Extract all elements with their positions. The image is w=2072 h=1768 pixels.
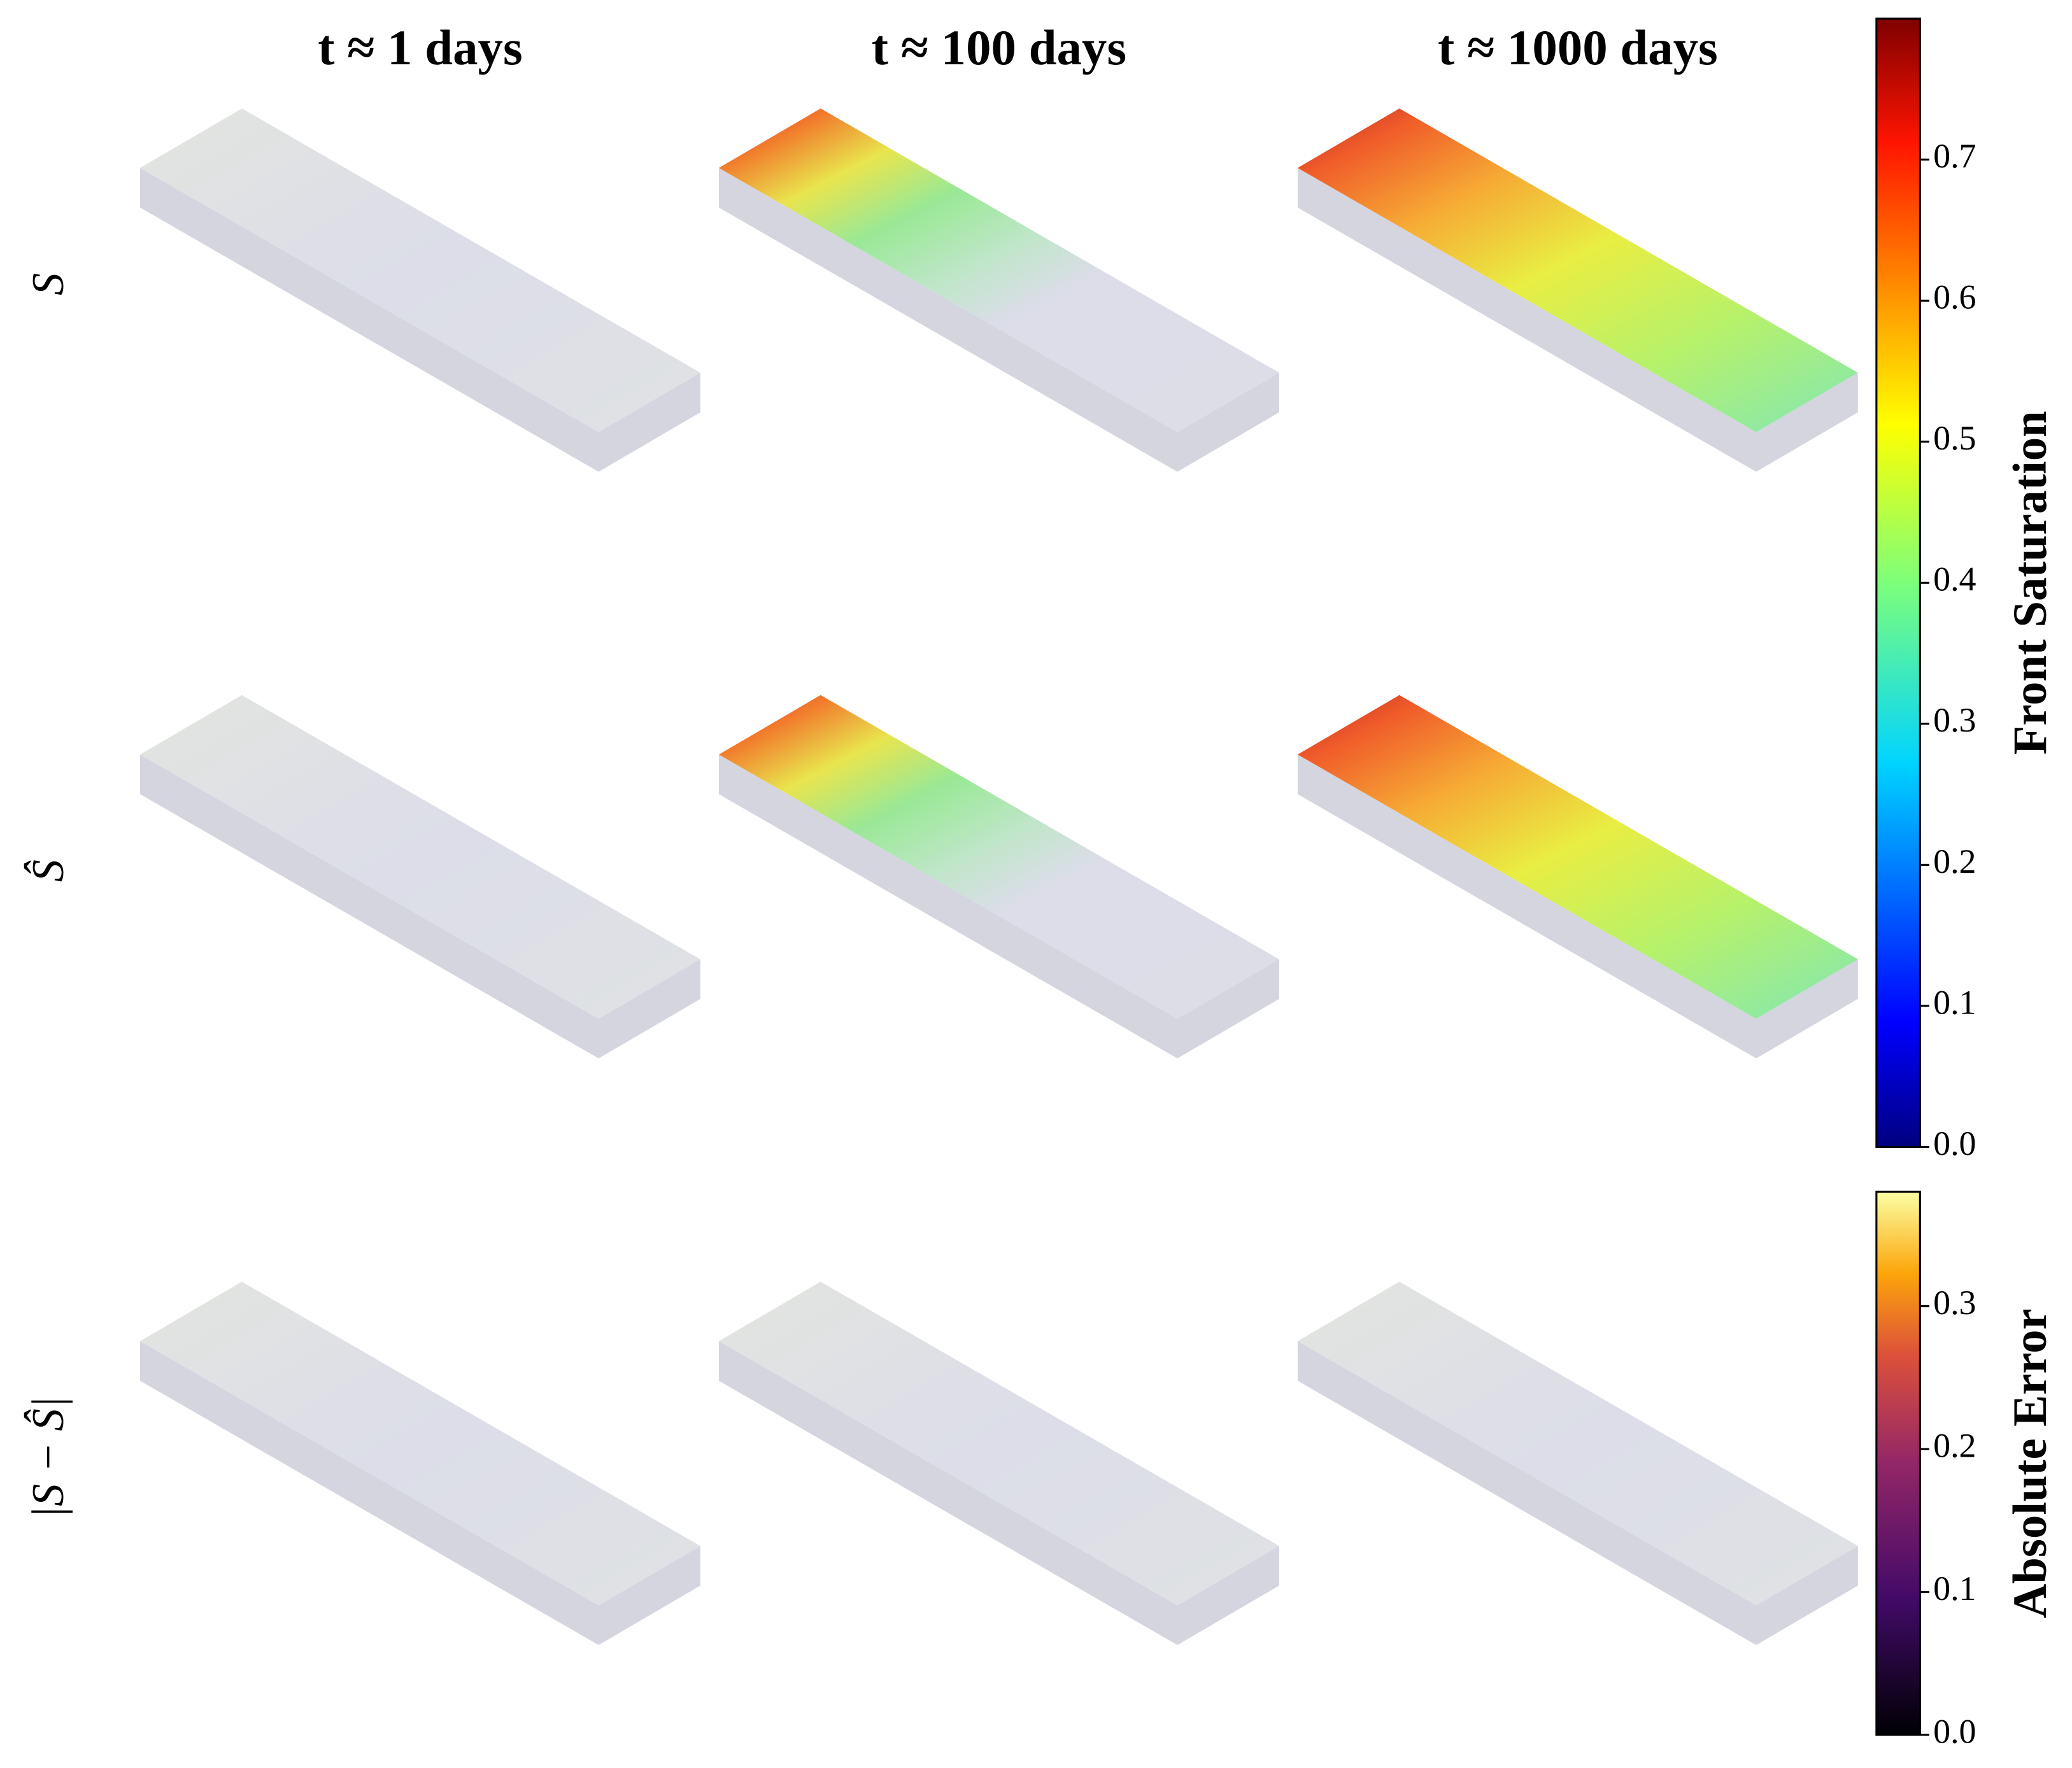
slab-panel bbox=[718, 1282, 1279, 1645]
slab-panel bbox=[139, 108, 700, 472]
colorbar-label: Front Saturation bbox=[2004, 411, 2057, 754]
slab-top bbox=[1297, 695, 1858, 1019]
slab-front bbox=[139, 1341, 700, 1645]
slab-panel bbox=[718, 695, 1279, 1059]
tick-label: 0.1 bbox=[1933, 1569, 1976, 1608]
row-label: S bbox=[24, 273, 73, 295]
slab-panel bbox=[139, 695, 700, 1059]
colorbar-absolute-error bbox=[1875, 1191, 1921, 1736]
row-label: Ŝ bbox=[24, 859, 73, 882]
slab-panel bbox=[139, 1282, 700, 1645]
slab-front bbox=[1297, 754, 1858, 1059]
tick-label: 0.1 bbox=[1933, 983, 1976, 1021]
slab-front bbox=[718, 167, 1279, 472]
slab-front bbox=[718, 1341, 1279, 1645]
slab-top bbox=[139, 108, 700, 432]
tick-label: 0.3 bbox=[1933, 701, 1976, 739]
slab-top bbox=[718, 695, 1279, 1019]
slab-panel bbox=[1297, 695, 1858, 1059]
slab-top bbox=[1297, 1282, 1858, 1606]
slab-panel bbox=[1297, 1282, 1858, 1645]
slab-top bbox=[1297, 108, 1858, 432]
tick-label: 0.2 bbox=[1933, 1426, 1976, 1464]
slab-front bbox=[139, 754, 700, 1059]
slab-top bbox=[139, 1282, 700, 1606]
slab-front bbox=[1297, 1341, 1858, 1645]
colorbar-front-saturation bbox=[1875, 17, 1921, 1149]
tick-label: 0.5 bbox=[1933, 419, 1976, 457]
tick-label: 0.2 bbox=[1933, 842, 1976, 880]
tick-label: 0.0 bbox=[1933, 1712, 1976, 1750]
colorbar-label: Absolute Error bbox=[2004, 1308, 2057, 1618]
column-title: t ≈ 100 days bbox=[872, 20, 1126, 76]
slab-panel bbox=[718, 108, 1279, 472]
tick-label: 0.3 bbox=[1933, 1284, 1976, 1322]
labels: t ≈ 1 days t ≈ 100 days t ≈ 1000 days S Ŝ |S … bbox=[24, 20, 2057, 1750]
tick-label: 0.7 bbox=[1933, 137, 1976, 175]
tick-label: 0.4 bbox=[1933, 560, 1976, 598]
slab-panel bbox=[1297, 108, 1858, 472]
slab-front bbox=[718, 754, 1279, 1059]
slab-front bbox=[139, 167, 700, 472]
slab-front bbox=[1297, 167, 1858, 472]
slab-top bbox=[139, 695, 700, 1019]
column-title: t ≈ 1000 days bbox=[1438, 20, 1718, 76]
tick-label: 0.0 bbox=[1933, 1124, 1976, 1163]
tick-label: 0.6 bbox=[1933, 278, 1976, 316]
slab-top bbox=[718, 108, 1279, 432]
column-title: t ≈ 1 days bbox=[318, 20, 522, 76]
row-label: |S − Ŝ| bbox=[24, 1396, 73, 1518]
slab-top bbox=[718, 1282, 1279, 1606]
panels bbox=[139, 108, 1858, 1645]
